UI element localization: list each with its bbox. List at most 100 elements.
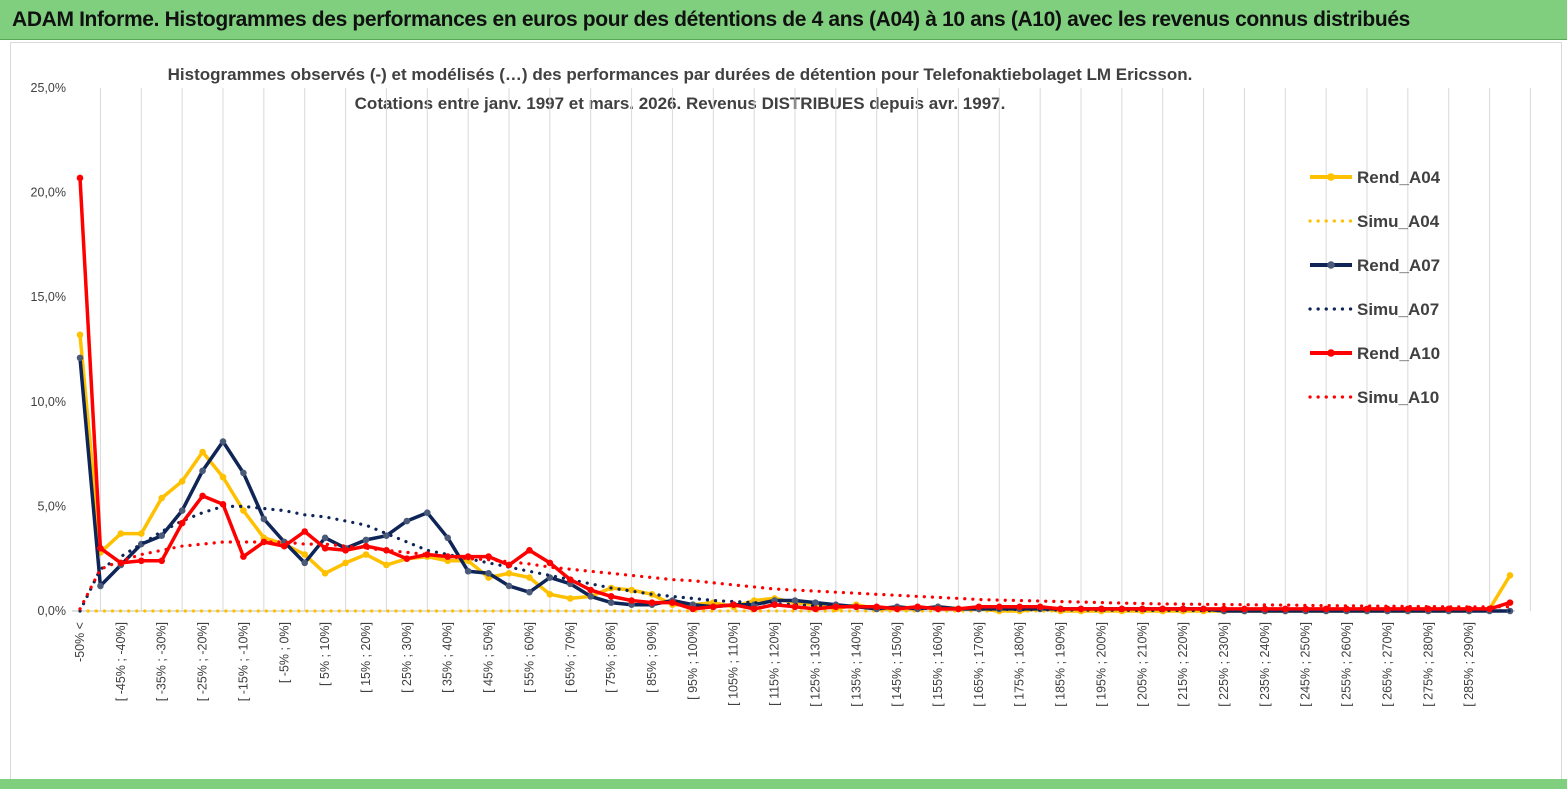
x-tick-label: [ 185% ; 190%] (1054, 622, 1068, 707)
data-point (505, 582, 513, 590)
data-point (178, 519, 186, 527)
data-point (587, 586, 595, 594)
x-tick-label: [ 55% ; 60%] (522, 622, 536, 693)
data-point (178, 507, 186, 514)
data-point (628, 597, 635, 604)
x-tick-label: [ 145% ; 150%] (890, 622, 904, 707)
data-point (240, 553, 247, 560)
data-point (117, 530, 125, 537)
data-point (321, 534, 329, 542)
x-tick-label: [ 25% ; 30%] (400, 622, 414, 693)
data-point (199, 492, 206, 500)
data-point (240, 469, 247, 477)
x-tick-label: [ 205% ; 210%] (1135, 622, 1149, 707)
data-point (158, 532, 166, 539)
legend-marker (1327, 173, 1335, 181)
data-point (709, 603, 717, 611)
x-tick-label: [ 45% ; 50%] (482, 622, 496, 693)
data-point (791, 597, 799, 604)
data-point (1138, 605, 1146, 613)
data-point (403, 555, 411, 562)
series-lines (76, 174, 1514, 615)
data-point (1261, 605, 1269, 613)
data-point (321, 544, 329, 552)
chart-title-line-2: Cotations entre janv. 1997 et mars. 2026… (355, 94, 1006, 113)
x-tick-label: [ 265% ; 270%] (1380, 622, 1394, 707)
x-tick-label: [ 75% ; 80%] (604, 622, 618, 693)
x-tick-label: [ 65% ; 70%] (563, 622, 577, 693)
legend-label: Simu_A10 (1357, 388, 1439, 407)
data-point (219, 473, 227, 481)
data-point (505, 570, 513, 577)
data-point (1036, 603, 1044, 611)
data-point (955, 605, 962, 613)
x-tick-label: [ 285% ; 290%] (1462, 622, 1476, 707)
data-point (526, 547, 533, 554)
data-point (526, 574, 533, 581)
data-point (219, 438, 227, 445)
data-point (1200, 605, 1207, 613)
data-point (464, 553, 472, 560)
data-point (526, 588, 533, 596)
legend-marker (1327, 261, 1335, 269)
data-point (260, 515, 268, 523)
legend-label: Simu_A04 (1357, 212, 1440, 231)
data-point (628, 586, 635, 594)
data-point (587, 593, 595, 600)
data-point (648, 599, 656, 606)
data-point (730, 601, 738, 609)
data-point (1118, 605, 1126, 613)
data-point (1302, 605, 1310, 613)
x-tick-label: [ 155% ; 160%] (931, 622, 945, 707)
data-point (1016, 603, 1024, 611)
data-point (240, 507, 247, 514)
data-point (1077, 605, 1085, 613)
x-tick-label: [ 95% ; 100%] (686, 622, 700, 700)
data-point (485, 570, 492, 577)
data-point (321, 570, 329, 577)
data-point (342, 547, 349, 554)
vertical-gridlines (99, 88, 1531, 611)
data-point (301, 551, 309, 558)
x-tick-label: [ 115% ; 120%] (768, 622, 782, 706)
x-tick-label: [ 175% ; 180%] (1013, 622, 1027, 707)
report-banner: ADAM Informe. Histogrammes des performan… (0, 0, 1567, 40)
data-point (301, 528, 309, 535)
data-point (1057, 605, 1064, 613)
x-tick-label: [ -25% ; -20%] (196, 622, 210, 701)
x-tick-label: [ 235% ; 240%] (1258, 622, 1272, 707)
data-point (852, 603, 860, 611)
data-point (76, 174, 84, 182)
x-tick-label: [ 255% ; 260%] (1340, 622, 1354, 707)
x-tick-label: [ 225% ; 230%] (1217, 622, 1231, 707)
x-tick-label: [ 105% ; 110%] (727, 622, 741, 706)
data-point (505, 561, 513, 569)
data-point (1322, 605, 1330, 613)
y-tick-label: 15,0% (31, 290, 66, 304)
data-point (1098, 605, 1105, 613)
data-point (301, 559, 309, 567)
legend-label: Rend_A04 (1357, 168, 1441, 187)
data-point (791, 603, 799, 611)
legend-label: Rend_A07 (1357, 256, 1440, 275)
data-point (76, 354, 84, 362)
x-tick-label: [ 125% ; 130%] (808, 622, 822, 707)
y-tick-label: 25,0% (31, 81, 66, 95)
data-point (689, 605, 697, 613)
data-point (383, 532, 390, 539)
data-point (546, 559, 554, 567)
x-tick-label: [ 165% ; 170%] (972, 622, 986, 707)
data-point (873, 603, 881, 611)
data-point (158, 557, 166, 565)
data-point (178, 477, 186, 485)
data-point (607, 599, 615, 606)
data-point (607, 593, 615, 600)
data-point (1241, 605, 1248, 613)
data-point (362, 536, 370, 544)
data-point (975, 603, 983, 611)
x-tick-label: [ 245% ; 250%] (1299, 622, 1313, 707)
data-point (1220, 605, 1228, 613)
chart-frame (10, 42, 1562, 780)
x-tick-label: [ -35% ; -30%] (155, 622, 169, 701)
